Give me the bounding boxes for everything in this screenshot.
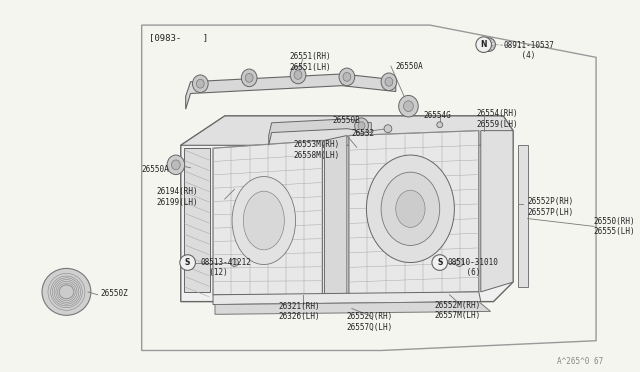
Ellipse shape bbox=[455, 259, 463, 266]
Circle shape bbox=[432, 255, 447, 270]
Text: 26321(RH)
26326(LH): 26321(RH) 26326(LH) bbox=[278, 302, 320, 321]
Ellipse shape bbox=[343, 73, 351, 81]
Text: A^265^0 67: A^265^0 67 bbox=[557, 357, 604, 366]
Text: 08510-31010
    (6): 08510-31010 (6) bbox=[447, 258, 499, 278]
Polygon shape bbox=[180, 116, 513, 302]
Ellipse shape bbox=[355, 118, 369, 134]
Polygon shape bbox=[186, 74, 396, 109]
Ellipse shape bbox=[167, 155, 185, 174]
Text: [0983-    ]: [0983- ] bbox=[148, 33, 207, 42]
Text: 26550A: 26550A bbox=[396, 62, 424, 71]
Ellipse shape bbox=[196, 79, 204, 88]
Text: 26552M(RH)
26557M(LH): 26552M(RH) 26557M(LH) bbox=[435, 301, 481, 320]
Ellipse shape bbox=[404, 101, 413, 112]
Text: 26554G: 26554G bbox=[423, 111, 451, 120]
Polygon shape bbox=[349, 131, 479, 295]
Ellipse shape bbox=[290, 66, 306, 84]
Circle shape bbox=[476, 37, 492, 52]
Text: 26194(RH)
26199(LH): 26194(RH) 26199(LH) bbox=[156, 187, 198, 207]
Text: N: N bbox=[481, 40, 487, 49]
Ellipse shape bbox=[339, 68, 355, 86]
Text: 26550A: 26550A bbox=[141, 165, 170, 174]
Ellipse shape bbox=[399, 96, 418, 117]
Ellipse shape bbox=[241, 69, 257, 87]
Ellipse shape bbox=[396, 190, 425, 227]
Ellipse shape bbox=[245, 73, 253, 82]
Ellipse shape bbox=[381, 172, 440, 246]
Text: 26553M(RH)
26558M(LH): 26553M(RH) 26558M(LH) bbox=[293, 140, 339, 160]
Text: 26550B: 26550B bbox=[332, 116, 360, 125]
Ellipse shape bbox=[367, 155, 454, 263]
Polygon shape bbox=[180, 116, 513, 145]
Circle shape bbox=[180, 255, 195, 270]
Polygon shape bbox=[213, 292, 481, 305]
Polygon shape bbox=[269, 119, 371, 145]
Polygon shape bbox=[518, 145, 527, 287]
Text: 08513-41212
  (12): 08513-41212 (12) bbox=[200, 258, 251, 278]
Ellipse shape bbox=[385, 77, 393, 86]
Ellipse shape bbox=[384, 125, 392, 132]
Text: S: S bbox=[437, 258, 442, 267]
Polygon shape bbox=[481, 131, 513, 292]
Ellipse shape bbox=[172, 160, 180, 170]
Ellipse shape bbox=[232, 177, 296, 264]
Text: S: S bbox=[185, 258, 190, 267]
Polygon shape bbox=[213, 140, 323, 295]
Text: 26550Z: 26550Z bbox=[100, 289, 129, 298]
Polygon shape bbox=[215, 302, 490, 314]
Ellipse shape bbox=[381, 73, 397, 90]
Text: 26551(RH)
26551(LH): 26551(RH) 26551(LH) bbox=[289, 52, 331, 72]
Text: 08911-10537
    (4): 08911-10537 (4) bbox=[503, 41, 554, 61]
Ellipse shape bbox=[482, 38, 495, 51]
Polygon shape bbox=[324, 135, 347, 297]
Text: 26552P(RH)
26557P(LH): 26552P(RH) 26557P(LH) bbox=[527, 197, 574, 217]
Ellipse shape bbox=[243, 191, 284, 250]
Text: 26554(RH)
26559(LH): 26554(RH) 26559(LH) bbox=[477, 109, 518, 129]
Ellipse shape bbox=[193, 75, 208, 93]
Text: 26552Q(RH)
26557Q(LH): 26552Q(RH) 26557Q(LH) bbox=[347, 312, 393, 332]
Ellipse shape bbox=[42, 269, 91, 315]
Ellipse shape bbox=[358, 122, 365, 130]
Ellipse shape bbox=[294, 71, 302, 79]
Ellipse shape bbox=[436, 122, 443, 128]
Text: 26532: 26532 bbox=[352, 129, 375, 138]
Ellipse shape bbox=[230, 259, 239, 266]
Text: 26550(RH)
26555(LH): 26550(RH) 26555(LH) bbox=[593, 217, 635, 236]
Polygon shape bbox=[184, 148, 210, 292]
Ellipse shape bbox=[59, 285, 74, 299]
